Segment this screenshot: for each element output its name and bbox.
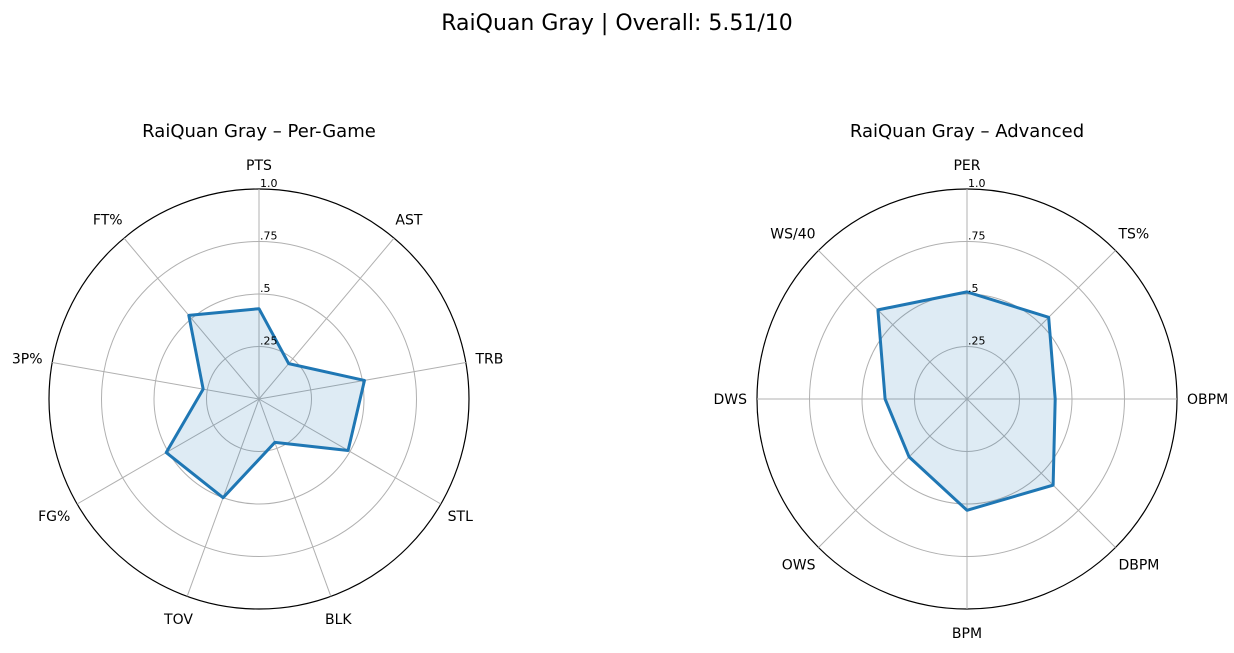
category-label-fg-pct: FG% — [38, 509, 70, 525]
chart-title: RaiQuan Gray – Advanced — [850, 121, 1084, 142]
grid-spoke — [258, 237, 395, 400]
category-label-dws: DWS — [713, 392, 747, 408]
grid-spoke — [258, 398, 332, 597]
category-label-per: PER — [953, 158, 980, 174]
radial-tick-label: .25 — [968, 335, 986, 348]
category-label-ft-pct: FT% — [93, 213, 123, 229]
radial-tick-label: .5 — [968, 282, 979, 295]
category-label-pts: PTS — [246, 158, 272, 174]
grid-spoke — [258, 398, 442, 505]
category-label-tov: TOV — [163, 612, 193, 628]
category-label-3p-pct: 3P% — [12, 351, 43, 367]
chart-title: RaiQuan Gray – Per-Game — [142, 121, 376, 142]
category-label-stl: STL — [448, 509, 473, 525]
grid-spoke — [52, 362, 260, 400]
radial-tick-label: .25 — [260, 335, 278, 348]
series-line — [164, 307, 366, 500]
grid-spoke — [818, 250, 968, 400]
category-label-trb: TRB — [474, 351, 503, 367]
figure-title: RaiQuan Gray | Overall: 5.51/10 — [441, 11, 792, 36]
category-label-blk: BLK — [325, 612, 352, 628]
category-label-obpm: OBPM — [1187, 392, 1228, 408]
radial-tick-label: 1.0 — [968, 177, 986, 190]
category-label-ts-pct: TS% — [1117, 227, 1149, 243]
radial-tick-label: .75 — [260, 230, 278, 243]
radial-tick-label: .75 — [968, 230, 986, 243]
series-area — [166, 308, 365, 498]
category-label-ast: AST — [395, 213, 422, 229]
category-label-ows: OWS — [782, 557, 816, 573]
category-label-dbpm: DBPM — [1118, 557, 1159, 573]
series-area — [877, 291, 1056, 511]
grid-spoke — [966, 250, 1116, 400]
radar-chart-advanced: RaiQuan Gray – Advanced .25 .5 .75 1.0 PER TS%… — [713, 121, 1228, 642]
series-line — [876, 290, 1057, 512]
grid-spoke — [966, 398, 1116, 548]
category-label-bpm: BPM — [952, 626, 982, 642]
category-label-ws-40: WS/40 — [770, 227, 815, 243]
grid-spoke — [818, 398, 968, 548]
radial-tick-label: .5 — [260, 282, 271, 295]
radar-chart-per-game: RaiQuan Gray – Per-Game .25 .5 .75 1.0 PTS AST… — [12, 121, 503, 628]
grid-spoke — [123, 237, 260, 400]
radial-tick-label: 1.0 — [260, 177, 278, 190]
